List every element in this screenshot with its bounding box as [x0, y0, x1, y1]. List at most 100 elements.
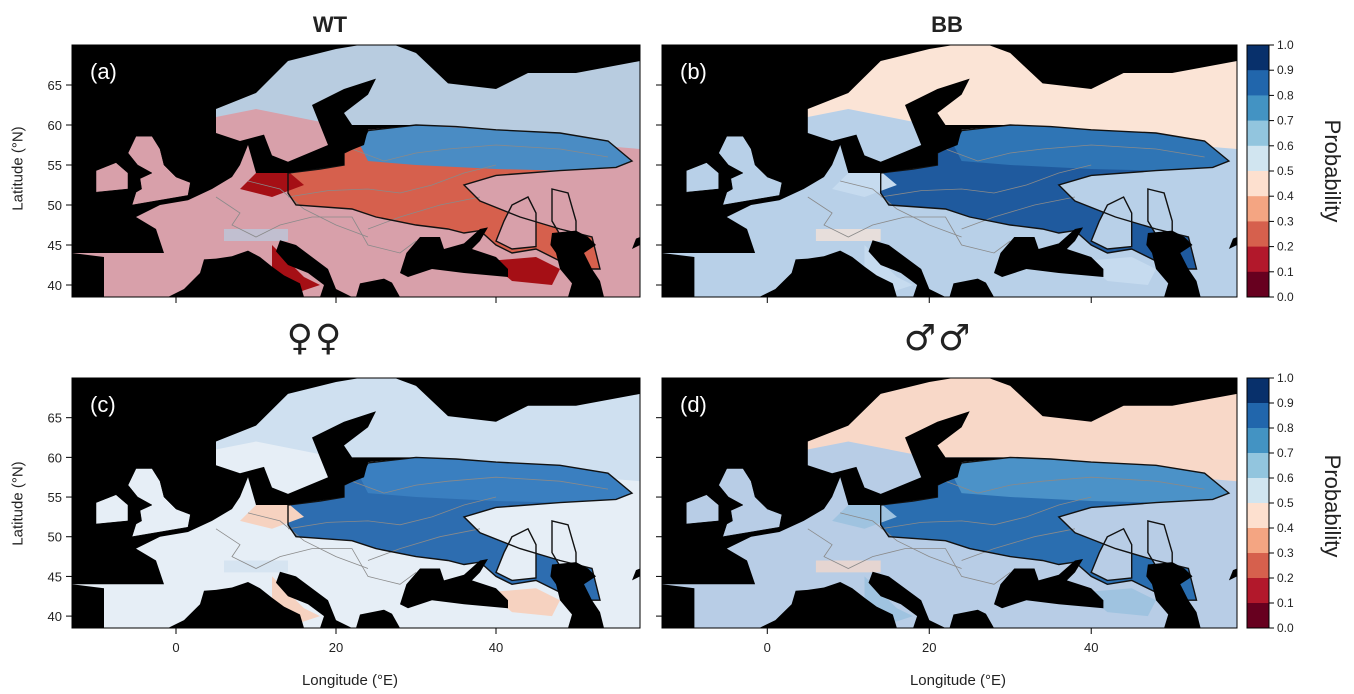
country-border [351, 144, 609, 162]
colorbar-tick-label: 0.3 [1277, 546, 1294, 560]
water-body [662, 253, 695, 297]
panel-label: (d) [680, 392, 707, 417]
water-body [632, 237, 640, 249]
great-britain [718, 135, 783, 206]
colorbar-bottom: 1.0 0.9 0.8 0.7 0.6 0.5 0.4 0.3 0.2 0.1 0.0 [1246, 371, 1294, 635]
colorbar-tick-label: 0.2 [1277, 240, 1294, 254]
water-body [662, 584, 695, 628]
colorbar-label-bottom: Probability [1320, 454, 1345, 558]
male-symbol: ♂♂ [903, 318, 973, 359]
country-border [945, 476, 1205, 494]
map-panel-d: (d) 0 20 40 [656, 377, 1238, 655]
lat-tick-label: 55 [48, 158, 62, 173]
colorbar-swatch [1247, 478, 1269, 504]
alps-zone [815, 229, 881, 241]
colorbar-tick-label: 0.8 [1277, 88, 1294, 102]
range-northern-zone [953, 125, 1229, 171]
country-border [215, 528, 417, 585]
lat-tick-label: 55 [48, 490, 62, 505]
panel-label: (b) [680, 59, 707, 84]
colorbar-swatch [1247, 403, 1269, 429]
range-northern-zone [360, 457, 632, 503]
country-border [840, 180, 962, 238]
range-hole [1090, 527, 1133, 582]
water-body [1228, 237, 1237, 249]
range-hole [495, 196, 537, 250]
water-body [994, 559, 1104, 609]
colorbar-swatch [1247, 196, 1269, 222]
country-border [807, 528, 1011, 585]
colorbar-tick-label: 0.4 [1277, 521, 1294, 535]
water-body [550, 230, 604, 297]
colorbar-tick-label: 0.8 [1277, 421, 1294, 435]
great-britain [127, 135, 191, 206]
range-outline [287, 124, 634, 270]
country-border [247, 180, 369, 238]
lat-tick-label: 45 [48, 569, 62, 584]
water-body [72, 45, 640, 253]
country-border [367, 528, 481, 561]
colorbar-tick-label: 0.7 [1277, 114, 1294, 128]
colorbar-tick-label: 0.9 [1277, 396, 1294, 410]
ireland [686, 162, 719, 193]
water-body [400, 227, 508, 277]
colorbar-swatch [1247, 553, 1269, 579]
water-body [718, 240, 994, 297]
colorbar-swatch [1247, 428, 1269, 454]
country-border [961, 196, 1076, 230]
colorbar-swatch [1247, 503, 1269, 529]
hotspot-area [1083, 257, 1156, 285]
colorbar-swatch [1247, 171, 1269, 197]
range-outline [880, 124, 1231, 270]
lon-tick-label: 20 [329, 640, 343, 655]
hotspot-area [488, 588, 560, 617]
colorbar-tick-label: 0.5 [1277, 164, 1294, 178]
colorbar-swatch [1247, 271, 1269, 298]
water-body [662, 45, 1237, 253]
lon-tick-label: 0 [172, 640, 179, 655]
great-britain [127, 468, 191, 538]
lon-tick-label: 40 [1084, 640, 1098, 655]
water-body [632, 568, 640, 581]
colorbar-tick-label: 0.9 [1277, 63, 1294, 77]
lat-tick-label: 50 [48, 530, 62, 545]
water-body [1228, 568, 1237, 581]
ireland [95, 162, 129, 193]
colorbar-tick-label: 0.2 [1277, 571, 1294, 585]
range-outline [880, 456, 1231, 601]
panel-label: (a) [90, 59, 117, 84]
colorbar-swatch [1247, 70, 1269, 96]
ireland [95, 494, 129, 525]
water-body [718, 571, 994, 628]
lat-tick-label: 50 [48, 198, 62, 213]
range-northern-zone [360, 125, 632, 171]
hotspot-area [488, 257, 560, 285]
colorbar-top: 1.0 0.9 0.8 0.7 0.6 0.5 0.4 0.3 0.2 0.1 0.0 [1246, 38, 1294, 304]
lat-tick-label: 40 [48, 278, 62, 293]
panel-frame [661, 44, 1238, 298]
colorbar-swatch [1247, 453, 1269, 479]
country-border [247, 512, 369, 569]
range-outline [287, 456, 634, 601]
colorbar-swatch [1247, 578, 1269, 604]
country-border [287, 496, 497, 530]
country-border [880, 164, 1092, 198]
x-axis-label-left: Longitude (°E) [301, 672, 399, 689]
country-border [945, 144, 1205, 162]
water-body [1146, 562, 1201, 628]
colorbar-tick-label: 0.5 [1277, 496, 1294, 510]
water-body [128, 240, 400, 297]
water-body [1146, 230, 1201, 297]
column-title-bb: BB [931, 12, 963, 37]
colorbar-tick-label: 0.6 [1277, 139, 1294, 153]
ireland [686, 494, 719, 525]
alps-zone [224, 229, 288, 241]
colorbar-label-top: Probability [1320, 119, 1345, 223]
alps-zone [224, 560, 288, 573]
lat-tick-label: 60 [48, 450, 62, 465]
great-britain [718, 468, 783, 538]
panel-frame [71, 44, 641, 298]
column-title-wt: WT [312, 12, 348, 37]
colorbar-tick-label: 0.4 [1277, 189, 1294, 203]
colorbar-tick-label: 1.0 [1277, 371, 1294, 385]
